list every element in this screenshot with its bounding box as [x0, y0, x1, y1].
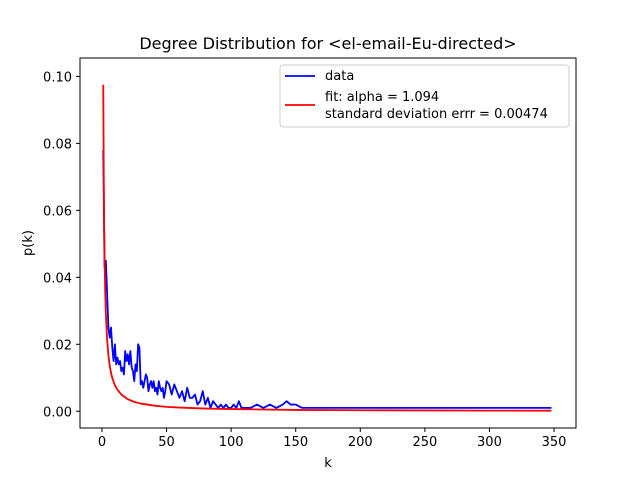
series-layer [102, 84, 552, 412]
y-tick-label: 0.00 [43, 405, 72, 420]
y-tick-label: 0.04 [43, 271, 72, 286]
y-tick-label: 0.02 [43, 338, 72, 353]
y-tick-label: 0.08 [43, 137, 72, 152]
legend-label-fit-line-2: standard deviation errr = 0.00474 [325, 107, 548, 122]
y-axis-ticks: 0.00 0.02 0.04 0.06 0.08 0.10 [43, 70, 80, 420]
y-tick-label: 0.10 [43, 70, 72, 85]
x-tick-label: 300 [477, 435, 502, 450]
x-tick-label: 150 [283, 435, 308, 450]
x-tick-label: 250 [412, 435, 437, 450]
y-tick-label: 0.06 [43, 204, 72, 219]
x-tick-label: 50 [158, 435, 175, 450]
legend-label-data: data [325, 69, 354, 84]
x-tick-label: 0 [98, 435, 106, 450]
legend-frame [279, 64, 570, 128]
x-tick-label: 350 [542, 435, 567, 450]
x-axis-ticks: 0 50 100 150 200 250 300 350 [98, 428, 567, 450]
y-axis-label: p(k) [21, 230, 36, 256]
x-tick-label: 200 [348, 435, 373, 450]
legend: data fit: alpha = 1.094 standard deviati… [279, 64, 570, 128]
legend-label-fit-line-1: fit: alpha = 1.094 [325, 90, 439, 105]
plot-frame [79, 57, 577, 429]
fit-series-line [102, 84, 552, 412]
chart-title: Degree Distribution for <el-email-Eu-dir… [139, 34, 516, 53]
x-tick-label: 100 [219, 435, 244, 450]
x-axis-label: k [324, 456, 332, 471]
data-series-line [102, 150, 552, 409]
